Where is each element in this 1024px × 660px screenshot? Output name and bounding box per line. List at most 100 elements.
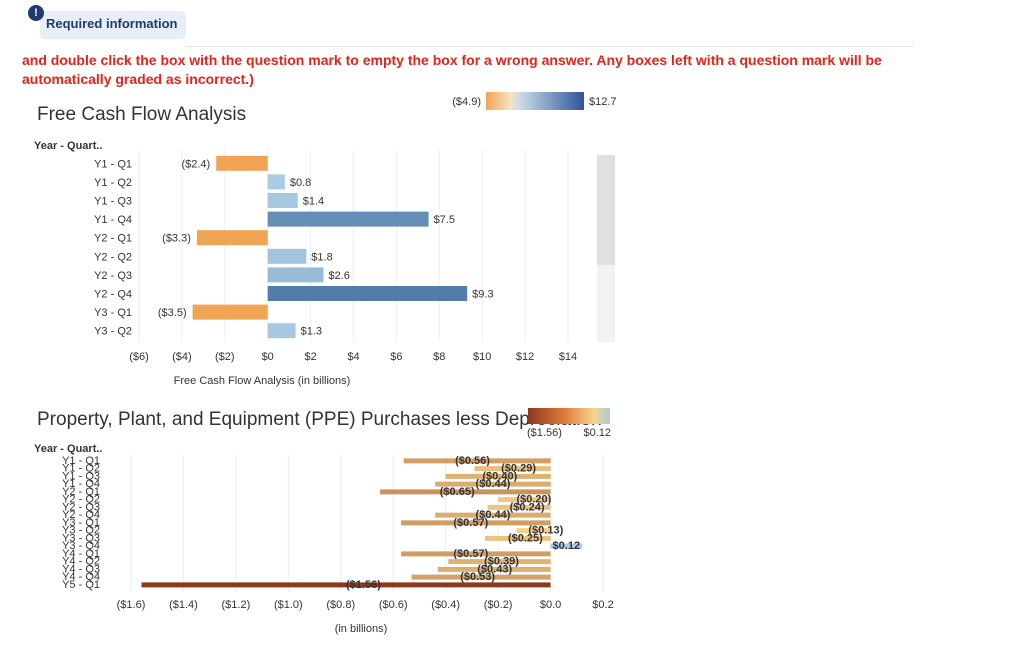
ppe-x-tick-label: ($1.0) xyxy=(274,599,303,611)
ppe-category-label: Y2 - Q2 xyxy=(62,494,100,506)
ppe-bar xyxy=(435,512,551,518)
fcf-x-tick-label: ($2) xyxy=(215,351,235,363)
fcf-data-label: $1.8 xyxy=(311,251,332,263)
ppe-legend-min: ($1.56) xyxy=(527,427,562,439)
ppe-x-tick-label: ($0.8) xyxy=(326,599,355,611)
fcf-category-label: Y2 - Q1 xyxy=(94,233,132,245)
ppe-bar xyxy=(550,543,583,549)
ppe-bar xyxy=(448,559,551,565)
fcf-bar xyxy=(216,155,268,171)
instruction-text: and double click the box with the questi… xyxy=(22,52,882,87)
ppe-category-label: Y1 - Q1 xyxy=(62,455,100,467)
fcf-legend-max: $12.7 xyxy=(589,96,617,108)
ppe-bar xyxy=(498,497,551,503)
ppe-row-header: Year - Quart.. xyxy=(34,443,102,455)
fcf-legend-min: ($4.9) xyxy=(452,96,481,108)
ppe-data-label: ($0.20) xyxy=(516,494,551,506)
ppe-data-label: $0.12 xyxy=(553,540,581,552)
ppe-bar xyxy=(485,535,551,541)
ppe-data-label: ($0.29) xyxy=(501,463,536,475)
fcf-category-label: Y2 - Q3 xyxy=(94,270,132,282)
ppe-category-label: Y1 - Q2 xyxy=(62,463,100,475)
required-info-label: Required information xyxy=(46,16,178,31)
required-info-badge xyxy=(40,11,186,39)
fcf-bar xyxy=(267,267,324,283)
ppe-data-label: ($0.40) xyxy=(482,470,517,482)
fcf-chart: ($4.9) $12.7 Year - Quart.. Free Cash Fl… xyxy=(34,92,617,387)
ppe-category-label: Y2 - Q1 xyxy=(62,486,100,498)
fcf-x-axis-label: Free Cash Flow Analysis (in billions) xyxy=(174,375,351,387)
ppe-bar xyxy=(445,473,551,479)
ppe-data-label: ($0.44) xyxy=(476,509,511,521)
divider xyxy=(186,46,914,47)
ppe-category-label: Y4 - Q3 xyxy=(62,563,100,575)
ppe-data-label: ($0.56) xyxy=(455,455,490,467)
ppe-bar xyxy=(401,551,551,557)
ppe-bar xyxy=(474,466,551,472)
ppe-x-tick-label: ($0.2) xyxy=(484,599,513,611)
ppe-category-label: Y4 - Q2 xyxy=(62,556,100,568)
fcf-x-tick-label: $6 xyxy=(390,351,402,363)
fcf-scrollbar-thumb[interactable] xyxy=(597,155,615,265)
fcf-x-tick-label: $10 xyxy=(473,351,491,363)
fcf-category-label: Y3 - Q2 xyxy=(94,326,132,338)
fcf-category-label: Y1 - Q4 xyxy=(94,214,132,226)
ppe-x-tick-label: ($1.6) xyxy=(117,599,146,611)
ppe-x-tick-label: ($0.6) xyxy=(379,599,408,611)
ppe-data-label: ($0.24) xyxy=(510,501,545,513)
ppe-x-tick-label: ($1.4) xyxy=(169,599,198,611)
ppe-category-label: Y3 - Q1 xyxy=(62,517,100,529)
ppe-data-label: ($0.25) xyxy=(508,532,543,544)
ppe-bar xyxy=(401,520,551,526)
ppe-x-tick-label: ($1.2) xyxy=(222,599,251,611)
fcf-x-tick-label: ($4) xyxy=(172,351,192,363)
fcf-legend-gradient xyxy=(486,92,584,110)
fcf-data-label: $2.6 xyxy=(328,270,349,282)
fcf-x-tick-label: ($6) xyxy=(129,351,149,363)
fcf-category-label: Y1 - Q1 xyxy=(94,158,132,170)
ppe-data-label: ($0.57) xyxy=(453,517,488,529)
ppe-chart-title: Property, Plant, and Equipment (PPE) Pur… xyxy=(37,409,602,430)
ppe-legend-max: $0.12 xyxy=(583,427,611,439)
ppe-bar xyxy=(437,566,551,572)
ppe-bar xyxy=(411,574,551,580)
fcf-category-label: Y2 - Q2 xyxy=(94,251,132,263)
fcf-bar xyxy=(267,193,298,208)
ppe-category-label: Y3 - Q3 xyxy=(62,532,100,544)
fcf-category-label: Y1 - Q2 xyxy=(94,177,132,189)
fcf-data-label: ($2.4) xyxy=(181,158,210,170)
fcf-data-label: ($3.5) xyxy=(158,307,187,319)
fcf-bar xyxy=(192,304,268,320)
ppe-legend-gradient xyxy=(528,408,610,424)
fcf-chart-title: Free Cash Flow Analysis xyxy=(37,104,247,125)
ppe-category-label: Y3 - Q4 xyxy=(62,540,100,552)
fcf-x-tick-label: $8 xyxy=(433,351,445,363)
ppe-category-label: Y5 - Q1 xyxy=(62,579,100,591)
ppe-chart: ($1.56) $0.12 Year - Quart.. (in billion… xyxy=(34,408,614,635)
ppe-bar xyxy=(380,489,551,495)
ppe-category-label: Y1 - Q4 xyxy=(62,478,100,490)
fcf-bar xyxy=(196,230,268,246)
fcf-category-label: Y3 - Q1 xyxy=(94,307,132,319)
ppe-data-label: ($0.39) xyxy=(484,556,519,568)
fcf-data-label: $1.3 xyxy=(301,326,322,338)
ppe-data-label: ($0.44) xyxy=(476,478,511,490)
fcf-data-label: $7.5 xyxy=(434,214,455,226)
fcf-bar xyxy=(267,248,307,264)
ppe-category-label: Y1 - Q3 xyxy=(62,470,100,482)
ppe-category-label: Y2 - Q4 xyxy=(62,509,100,521)
ppe-category-label: Y4 - Q1 xyxy=(62,548,100,560)
ppe-category-label: Y3 - Q2 xyxy=(62,525,100,537)
fcf-category-label: Y2 - Q4 xyxy=(94,289,132,301)
fcf-bar xyxy=(267,323,296,339)
ppe-bar xyxy=(516,528,551,534)
fcf-x-tick-label: $4 xyxy=(347,351,359,363)
ppe-data-label: ($0.65) xyxy=(440,486,475,498)
ppe-bar xyxy=(487,504,551,510)
fcf-x-tick-label: $14 xyxy=(559,351,577,363)
alert-icon: ! xyxy=(28,5,44,21)
fcf-data-label: $9.3 xyxy=(472,289,493,301)
ppe-data-label: ($0.13) xyxy=(528,525,563,537)
ppe-data-label: ($0.53) xyxy=(460,571,495,583)
ppe-bar xyxy=(435,481,551,487)
